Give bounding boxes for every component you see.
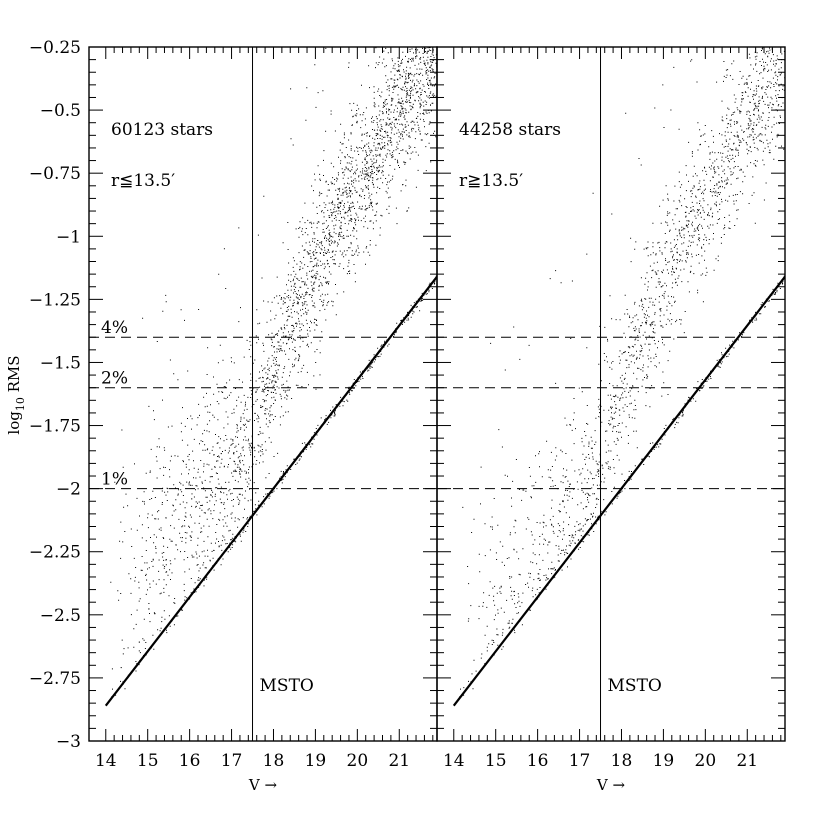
x-axis-label: V → [596,776,626,794]
panel-frame [436,46,786,742]
y-tick-label: −1.5 [40,353,81,373]
panel-2: MSTO 44258 stars r≧13.5′ 14 15 16 17 18 19 20 21 V … [436,46,786,794]
y-tick-label: −1.75 [29,417,81,437]
panel-frame [88,46,438,742]
y-tick-label: −1 [56,227,81,247]
y-tick-label: −2.25 [29,543,81,563]
x-tick-label: 17 [569,751,591,771]
msto-label: MSTO [608,676,662,696]
y-axis-label: log10 RMS [5,355,27,434]
x-tick-label: 18 [263,751,285,771]
radius-label: r≧13.5′ [459,171,523,191]
panel-1: 4% 2% 1% MSTO 60123 stars r≦13.5′ 14 15 16 17 18 19… [29,38,438,794]
scatter-points [459,47,785,697]
photon-noise-sequence [452,275,785,707]
y-tick-label: −2.75 [29,669,81,689]
x-tick-label: 16 [179,751,201,771]
x-axis-label: V → [248,776,278,794]
x-tick-label: 20 [695,751,717,771]
x-tick-label: 21 [736,751,758,771]
x-tick-label: 18 [611,751,633,771]
x-tick-label: 15 [137,751,159,771]
y-tick-label: −0.5 [40,101,81,121]
x-tick-label: 14 [443,751,465,771]
scatter-points [110,47,437,697]
radius-label: r≦13.5′ [111,171,175,191]
x-tick-label: 16 [527,751,549,771]
rms-threshold-label: 4% [101,318,128,338]
star-count-label: 44258 stars [459,120,561,140]
star-count-label: 60123 stars [111,120,213,140]
x-tick-label: 15 [485,751,507,771]
x-tick-label: 14 [95,751,117,771]
y-tick-label: −2.5 [40,606,81,626]
y-tick-label: −1.25 [29,290,81,310]
rms-threshold-label: 1% [101,470,128,490]
x-tick-label: 20 [347,751,369,771]
x-tick-label: 17 [221,751,243,771]
rms-threshold-label: 2% [101,369,128,389]
y-tick-label: −3 [56,732,81,752]
x-tick-label: 19 [305,751,327,771]
x-tick-label: 21 [388,751,410,771]
msto-label: MSTO [260,676,314,696]
y-tick-label: −0.25 [29,38,81,58]
y-tick-label: −0.75 [29,164,81,184]
y-tick-label: −2 [56,480,81,500]
photon-noise-sequence [104,275,437,707]
x-tick-label: 19 [653,751,675,771]
